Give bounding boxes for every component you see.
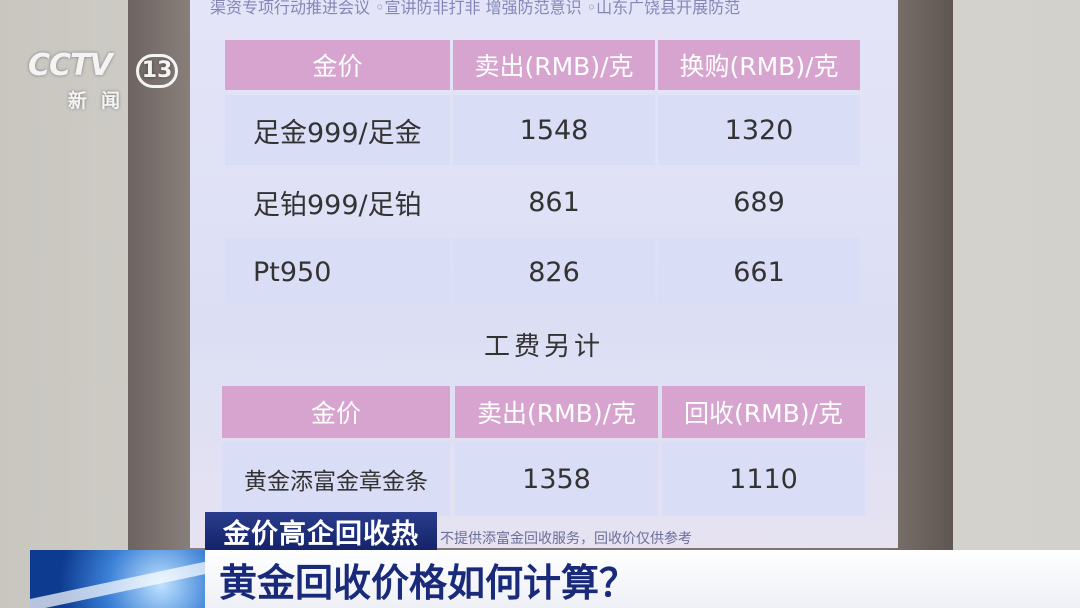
table1-cell: 661 [658, 238, 860, 306]
table1-cell: 足铂999/足铂 [253, 189, 422, 221]
table2-cell: 1358 [455, 442, 658, 516]
caption-headline: 黄金回收价格如何计算？ [205, 550, 1080, 608]
table2-header: 金价 [222, 386, 450, 438]
price-display-screen: 渠资专项行动推进会议 ◦宣讲防非打非 增强防范意识 ◦山东广饶县开展防范 金价 … [190, 0, 898, 548]
table1-cell: 1320 [658, 95, 860, 165]
table1-header: 换购(RMB)/克 [658, 40, 860, 90]
logo-subtitle: 新闻 [68, 90, 135, 112]
table1-cell: 足金999/足金 [225, 95, 450, 165]
caption-tag: 金价高企回收热 [205, 512, 437, 550]
table2-header: 回收(RMB)/克 [662, 386, 865, 438]
table1-cell: 1548 [453, 95, 655, 165]
logo-number: 13 [136, 54, 178, 88]
table1-header: 金价 [225, 40, 450, 90]
logo-brand: CCTV [28, 48, 113, 83]
fine-print: 不提供添富金回收服务，回收价仅供参考 [440, 531, 692, 547]
table1-header: 卖出(RMB)/克 [453, 40, 655, 90]
table1-cell: 689 [733, 186, 785, 218]
table1-cell: Pt950 [225, 238, 450, 306]
table2-header: 卖出(RMB)/克 [455, 386, 658, 438]
labor-fee-note: 工费另计 [483, 332, 604, 362]
cctv13-logo: CCTV 13 新闻 [28, 48, 178, 112]
table2-cell: 1110 [662, 442, 865, 516]
table1-cell: 861 [528, 186, 580, 218]
table1-cell: 826 [453, 238, 655, 306]
news-ticker: 渠资专项行动推进会议 ◦宣讲防非打非 增强防范意识 ◦山东广饶县开展防范 [210, 0, 741, 17]
table2-cell: 黄金添富金章金条 [222, 442, 450, 516]
globe-graphic [30, 550, 205, 608]
